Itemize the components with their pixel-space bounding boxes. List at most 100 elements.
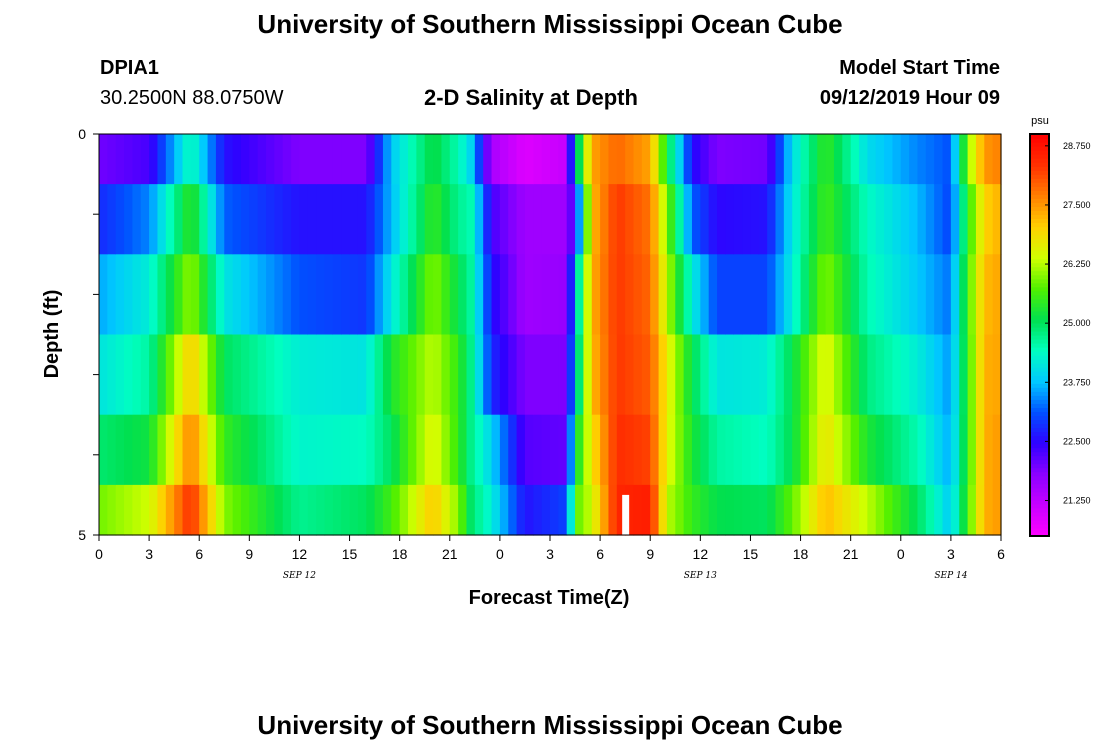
colorbar-segment	[1030, 511, 1049, 517]
forecast-time-marker	[622, 494, 630, 535]
x-tick-label: 6	[596, 546, 604, 562]
heatmap-cell	[99, 414, 108, 486]
heatmap-cell	[357, 254, 367, 336]
heatmap-cell	[666, 414, 676, 486]
heatmap-cell	[541, 134, 551, 185]
heatmap-cell	[466, 414, 476, 486]
heatmap-cell	[550, 254, 559, 336]
heatmap-cell	[124, 334, 134, 416]
heatmap-cell	[625, 484, 635, 536]
heatmap-cell	[240, 184, 250, 255]
heatmap-cell	[366, 484, 376, 536]
colorbar-segment	[1030, 326, 1049, 332]
heatmap-cell	[750, 334, 760, 416]
heatmap-cell	[232, 484, 242, 536]
heatmap-cell	[391, 184, 401, 255]
heatmap-cell	[399, 484, 409, 536]
heatmap-cell	[524, 184, 534, 255]
heatmap-cell	[207, 484, 217, 536]
heatmap-cell	[433, 184, 443, 255]
heatmap-cell	[349, 254, 359, 336]
heatmap-cell	[215, 184, 225, 255]
heatmap-cell	[925, 334, 935, 416]
heatmap-cell	[174, 414, 184, 486]
heatmap-cell	[975, 484, 985, 536]
colorbar-segment	[1030, 443, 1049, 449]
heatmap-cell	[207, 184, 217, 255]
heatmap-cells	[99, 134, 1002, 536]
heatmap-cell	[616, 134, 626, 185]
heatmap-cell	[800, 184, 810, 255]
heatmap-cell	[349, 334, 359, 416]
heatmap-cell	[733, 184, 743, 255]
colorbar-segment	[1030, 206, 1049, 211]
x-tick-label: 21	[843, 546, 859, 562]
heatmap-cell	[149, 334, 159, 416]
heatmap-cell	[967, 414, 977, 486]
heatmap-cell	[708, 184, 718, 255]
heatmap-cell	[291, 484, 301, 536]
heatmap-cell	[658, 334, 668, 416]
colorbar-tick-label: 28.750	[1063, 141, 1091, 151]
heatmap-cell	[408, 254, 417, 336]
heatmap-cell	[859, 334, 868, 416]
colorbar-segment	[1030, 463, 1049, 469]
heatmap-cell	[132, 484, 142, 536]
heatmap-cell	[942, 484, 952, 536]
colorbar-segment	[1030, 222, 1049, 228]
heatmap-cell	[600, 414, 610, 486]
heatmap-cell	[758, 184, 768, 255]
heatmap-cell	[374, 254, 384, 336]
colorbar-segment	[1030, 246, 1049, 252]
heatmap-cell	[224, 484, 234, 536]
heatmap-cell	[992, 254, 1002, 336]
heatmap-cell	[675, 254, 685, 336]
heatmap-cell	[282, 254, 292, 336]
heatmap-cell	[625, 414, 635, 486]
heatmap-cell	[349, 134, 359, 185]
heatmap-cell	[591, 134, 601, 185]
heatmap-cell	[408, 414, 417, 486]
heatmap-cell	[909, 484, 919, 536]
colorbar: 21.250 22.500 23.750 25.000 26.250 27.500 28.7…	[1029, 133, 1091, 537]
colorbar-segment	[1030, 238, 1049, 244]
heatmap-cell	[758, 334, 768, 416]
heatmap-cell	[850, 184, 860, 255]
heatmap-cell	[783, 184, 793, 255]
heatmap-cell	[257, 134, 267, 185]
heatmap-cell	[240, 414, 250, 486]
colorbar-segment	[1030, 419, 1049, 425]
heatmap-cell	[683, 484, 693, 536]
heatmap-cell	[616, 254, 626, 336]
heatmap-cell	[424, 184, 434, 255]
heatmap-cell	[107, 334, 117, 416]
heatmap-cell	[366, 134, 376, 185]
heatmap-cell	[449, 414, 459, 486]
heatmap-cell	[316, 184, 326, 255]
heatmap-cell	[700, 134, 710, 185]
colorbar-segment	[1030, 174, 1049, 179]
heatmap-cell	[274, 414, 284, 486]
heatmap-cell	[332, 254, 342, 336]
heatmap-cell	[817, 414, 827, 486]
heatmap-cell	[767, 134, 777, 185]
colorbar-segment	[1030, 467, 1049, 473]
colorbar-segment	[1030, 258, 1049, 264]
heatmap-cell	[984, 414, 994, 486]
heatmap-cell	[725, 334, 735, 416]
heatmap-cell	[717, 134, 726, 185]
heatmap-cell	[992, 184, 1002, 255]
heatmap-cell	[758, 134, 768, 185]
heatmap-cell	[950, 334, 960, 416]
heatmap-cell	[124, 254, 134, 336]
colorbar-segment	[1030, 483, 1049, 489]
heatmap-cell	[550, 414, 559, 486]
heatmap-cell	[708, 414, 718, 486]
heatmap-cell	[341, 134, 351, 185]
colorbar-segment	[1030, 435, 1049, 441]
heatmap-cell	[99, 254, 108, 336]
heatmap-cell	[683, 334, 693, 416]
heatmap-cell	[165, 334, 175, 416]
colorbar-segment	[1030, 234, 1049, 240]
heatmap-cell	[382, 254, 392, 336]
